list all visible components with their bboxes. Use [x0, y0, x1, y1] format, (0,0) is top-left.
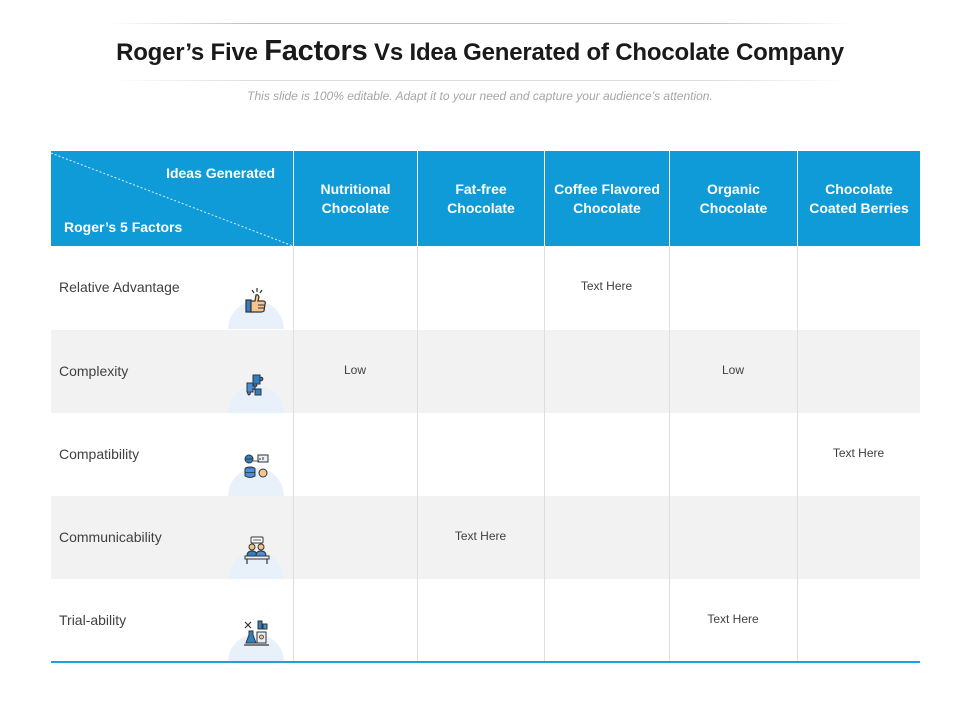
table-cell: Text Here	[832, 446, 885, 460]
factor-label: Relative Advantage	[59, 279, 180, 295]
table-cell: Low	[343, 363, 366, 377]
table-row: Communicability Text Here	[51, 496, 920, 579]
factor-label: Trial-ability	[59, 612, 127, 628]
table-cell: Text Here	[707, 612, 759, 626]
column-header-4-line2: Chocolate	[699, 199, 768, 216]
column-header-2-line1: Fat-free	[455, 180, 507, 197]
table-bottom-border	[51, 661, 920, 663]
table-row: Relative Advantage Text Here	[51, 246, 920, 329]
thumbs-up-icon	[228, 286, 284, 329]
column-header-5-line2: Coated Berries	[809, 199, 909, 216]
column-separator	[417, 246, 418, 663]
column-header-2-line2: Chocolate	[447, 199, 515, 216]
table-cell: Low	[721, 363, 744, 377]
title-part-1: Roger’s Five	[116, 39, 265, 66]
column-separator	[544, 246, 545, 663]
lab-experiment-icon	[228, 619, 284, 662]
table-row: Compatibility Text Here	[51, 413, 920, 496]
column-header-2: Fat-free Chocolate	[417, 151, 544, 246]
page-title: Roger’s Five Factors Vs Idea Generated o…	[0, 35, 960, 68]
corner-diagonal	[51, 152, 293, 246]
factors-table: Ideas Generated Roger’s 5 Factors Nutrit…	[51, 151, 920, 663]
column-separator	[293, 246, 294, 663]
table-corner-header: Ideas Generated Roger’s 5 Factors	[51, 151, 293, 246]
factor-label: Communicability	[59, 529, 162, 545]
table-row: Complexity Low Low	[51, 330, 920, 413]
factor-label: Complexity	[59, 363, 129, 379]
corner-label-ideas: Ideas Generated	[166, 165, 275, 181]
column-header-4-line1: Organic	[707, 180, 760, 197]
column-header-5: Chocolate Coated Berries	[797, 151, 920, 246]
column-header-3-line1: Coffee Flavored	[554, 180, 660, 197]
presenter-desk-icon	[228, 536, 284, 579]
column-header-1: Nutritional Chocolate	[293, 151, 417, 246]
title-emphasis: Factors	[264, 35, 368, 67]
page-subtitle: This slide is 100% editable. Adapt it to…	[247, 89, 713, 103]
column-separator	[669, 246, 670, 663]
puzzle-pieces-icon	[228, 370, 284, 413]
title-divider	[110, 80, 850, 81]
column-header-3-line2: Chocolate	[573, 199, 641, 216]
table-cell: Text Here	[454, 529, 507, 543]
column-header-5-line1: Chocolate	[825, 180, 893, 197]
column-header-1-line1: Nutritional	[320, 180, 391, 197]
column-separator	[797, 246, 798, 663]
column-header-4: Organic Chocolate	[669, 151, 797, 246]
table-row: Trial-ability Text Here	[51, 579, 920, 662]
column-header-1-line2: Chocolate	[321, 199, 390, 216]
corner-label-factors: Roger’s 5 Factors	[64, 219, 183, 235]
title-part-2: Vs Idea Generated of Chocolate Company	[367, 39, 844, 66]
table-cell: Text Here	[580, 279, 633, 293]
factor-label: Compatibility	[59, 446, 140, 462]
top-divider	[110, 23, 850, 24]
network-database-icon	[228, 453, 284, 496]
column-header-3: Coffee Flavored Chocolate	[544, 151, 669, 246]
